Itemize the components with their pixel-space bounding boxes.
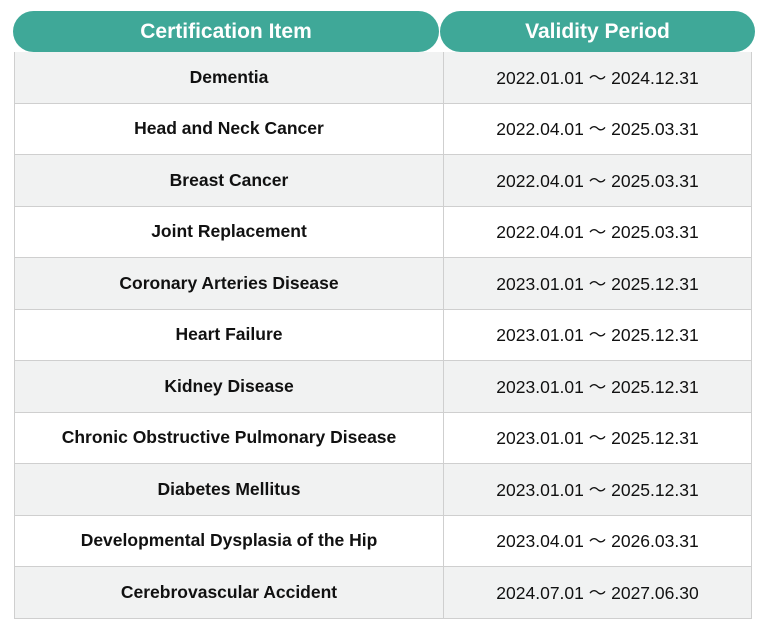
table-row: Heart Failure 2023.01.01 ～ 2025.12.31 [14,308,752,361]
table-row: Diabetes Mellitus 2023.01.01 ～ 2025.12.31 [14,463,752,516]
table-row: Dementia 2022.01.01 ～ 2024.12.31 [14,52,752,104]
validity-period-cell: 2023.01.01 ～ 2025.12.31 [443,463,752,516]
certification-item-cell: Heart Failure [14,308,444,361]
certification-item-cell: Coronary Arteries Disease [14,257,444,310]
validity-period-cell: 2023.04.01 ～ 2026.03.31 [443,514,752,567]
certification-item-cell: Kidney Disease [14,360,444,413]
certification-item-cell: Cerebrovascular Accident [14,566,444,619]
certification-table: Dementia 2022.01.01 ～ 2024.12.31 Head and … [14,52,752,619]
certification-item-cell: Dementia [14,52,444,104]
certification-item-cell: Joint Replacement [14,205,444,258]
validity-period-cell: 2022.04.01 ～ 2025.03.31 [443,205,752,258]
certification-item-cell: Breast Cancer [14,154,444,207]
table-row: Joint Replacement 2022.04.01 ～ 2025.03.31 [14,205,752,258]
table-row: Breast Cancer 2022.04.01 ～ 2025.03.31 [14,154,752,207]
validity-period-cell: 2022.04.01 ～ 2025.03.31 [443,102,752,155]
validity-period-cell: 2022.01.01 ～ 2024.12.31 [443,52,752,104]
certification-item-cell: Diabetes Mellitus [14,463,444,516]
validity-period-cell: 2023.01.01 ～ 2025.12.31 [443,360,752,413]
validity-period-cell: 2022.04.01 ～ 2025.03.31 [443,154,752,207]
table-row: Cerebrovascular Accident 2024.07.01 ～ 202… [14,566,752,619]
validity-period-cell: 2023.01.01 ～ 2025.12.31 [443,411,752,464]
header-validity-period: Validity Period [440,11,755,52]
table-row: Developmental Dysplasia of the Hip 2023.0… [14,514,752,567]
table-row: Chronic Obstructive Pulmonary Disease 202… [14,411,752,464]
certification-item-cell: Developmental Dysplasia of the Hip [14,514,444,567]
validity-period-cell: 2023.01.01 ～ 2025.12.31 [443,308,752,361]
header-certification-item: Certification Item [13,11,439,52]
certification-item-cell: Chronic Obstructive Pulmonary Disease [14,411,444,464]
validity-period-cell: 2024.07.01 ～ 2027.06.30 [443,566,752,619]
table-row: Kidney Disease 2023.01.01 ～ 2025.12.31 [14,360,752,413]
validity-period-cell: 2023.01.01 ～ 2025.12.31 [443,257,752,310]
table-row: Head and Neck Cancer 2022.04.01 ～ 2025.03… [14,102,752,155]
table-row: Coronary Arteries Disease 2023.01.01 ～ 20… [14,257,752,310]
certification-item-cell: Head and Neck Cancer [14,102,444,155]
